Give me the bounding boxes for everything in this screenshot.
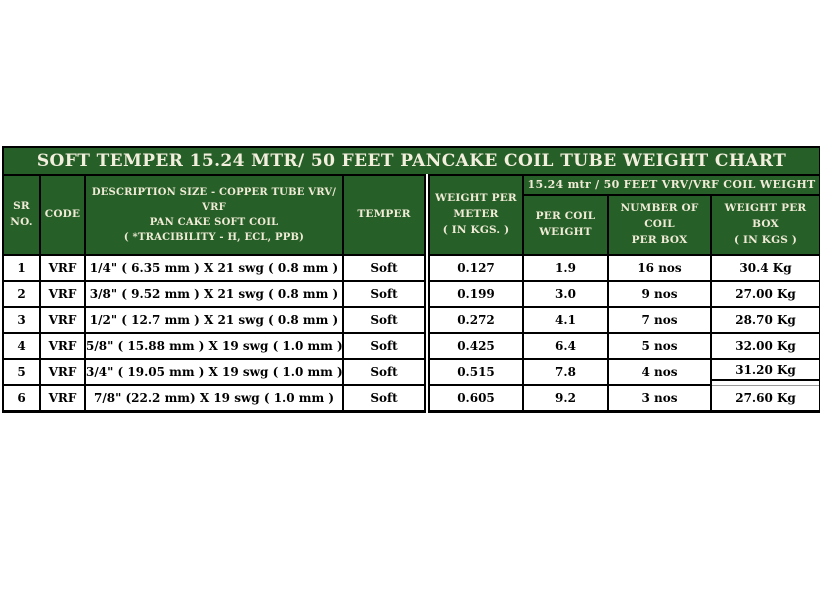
cell-sr-no: 6 — [2, 384, 41, 412]
cell-description: 3/4" ( 19.05 mm ) X 19 swg ( 1.0 mm ) — [84, 358, 344, 386]
header-cell-coil-weight-group: 15.24 mtr / 50 FEET VRV/VRF COIL WEIGHT — [521, 174, 820, 196]
table-row: 1 VRF 1/4" ( 6.35 mm ) X 21 swg ( 0.8 mm… — [2, 254, 820, 282]
page-title: SOFT TEMPER 15.24 MTR/ 50 FEET PANCAKE C… — [1, 146, 820, 176]
header-cell-code: CODE — [39, 174, 86, 256]
header-cell-per-coil-weight: PER COIL WEIGHT — [522, 194, 609, 256]
cell-sr-no: 4 — [2, 332, 41, 360]
cell-per-coil-weight: 4.1 — [522, 306, 609, 334]
cell-per-coil-weight: 7.8 — [522, 358, 609, 386]
cell-code: VRF — [39, 332, 86, 360]
cell-description: 7/8" (22.2 mm) X 19 swg ( 1.0 mm ) — [84, 384, 344, 412]
cell-weight-per-box: 30.4 Kg — [709, 254, 820, 282]
cell-temper: Soft — [342, 254, 428, 282]
header-row: PER COIL WEIGHT NUMBER OF COIL PER BOX W… — [3, 194, 820, 256]
cell-weight-per-meter: 0.272 — [424, 306, 524, 334]
cell-sr-no: 3 — [2, 306, 41, 334]
cell-weight-per-meter: 0.425 — [424, 332, 524, 360]
cell-per-coil-weight: 9.2 — [522, 384, 609, 412]
title-row: SOFT TEMPER 15.24 MTR/ 50 FEET PANCAKE C… — [1, 146, 820, 176]
cell-weight-per-meter: 0.605 — [424, 384, 524, 412]
cell-temper: Soft — [342, 384, 428, 412]
cell-code: VRF — [39, 384, 86, 412]
cell-temper: Soft — [342, 280, 428, 308]
cell-code: VRF — [39, 280, 86, 308]
cell-description: 5/8" ( 15.88 mm ) X 19 swg ( 1.0 mm ) — [84, 332, 344, 360]
cell-number-of-coil: 16 nos — [607, 254, 712, 282]
weight-chart-table: SOFT TEMPER 15.24 MTR/ 50 FEET PANCAKE C… — [1, 146, 820, 413]
cell-weight-per-meter: 0.199 — [424, 280, 524, 308]
header-cell-sr-no: SR NO. — [2, 174, 41, 256]
table-row: 5 VRF 3/4" ( 19.05 mm ) X 19 swg ( 1.0 m… — [2, 358, 820, 386]
cell-per-coil-weight: 1.9 — [522, 254, 609, 282]
cell-number-of-coil: 9 nos — [607, 280, 712, 308]
table-row: 3 VRF 1/2" ( 12.7 mm ) X 21 swg ( 0.8 mm… — [2, 306, 820, 334]
cell-number-of-coil: 5 nos — [607, 332, 712, 360]
cell-temper: Soft — [342, 358, 428, 386]
cell-sr-no: 1 — [2, 254, 41, 282]
header-cell-temper: TEMPER — [342, 174, 428, 256]
cell-weight-per-box: 31.20 Kg — [709, 358, 820, 386]
cell-temper: Soft — [342, 332, 428, 360]
cell-weight-per-box: 28.70 Kg — [709, 306, 820, 334]
cell-sr-no: 2 — [2, 280, 41, 308]
header-cell-number-of-coil-per-box: NUMBER OF COIL PER BOX — [607, 194, 712, 256]
cell-weight-per-box: 32.00 Kg — [709, 332, 820, 360]
cell-number-of-coil: 4 nos — [607, 358, 712, 386]
header-cell-weight-per-box: WEIGHT PER BOX ( IN KGS ) — [709, 194, 820, 256]
cell-description: 3/8" ( 9.52 mm ) X 21 swg ( 0.8 mm ) — [84, 280, 344, 308]
cell-weight-per-box: 27.00 Kg — [709, 280, 820, 308]
cell-number-of-coil: 7 nos — [607, 306, 712, 334]
cell-temper: Soft — [342, 306, 428, 334]
cell-per-coil-weight: 6.4 — [522, 332, 609, 360]
cell-description: 1/4" ( 6.35 mm ) X 21 swg ( 0.8 mm ) — [84, 254, 344, 282]
header-group-row: SR NO. CODE DESCRIPTION SIZE - COPPER TU… — [2, 174, 820, 256]
table-row: 4 VRF 5/8" ( 15.88 mm ) X 19 swg ( 1.0 m… — [2, 332, 820, 360]
cell-number-of-coil: 3 nos — [607, 384, 712, 412]
cell-code: VRF — [39, 306, 86, 334]
cell-weight-per-meter: 0.515 — [424, 358, 524, 386]
cell-weight-per-box: 27.60 Kg — [709, 384, 820, 412]
underlined-value: 31.20 Kg — [713, 361, 819, 381]
header-cell-weight-per-meter: WEIGHT PER METER ( IN KGS. ) — [424, 174, 524, 256]
table-row: 2 VRF 3/8" ( 9.52 mm ) X 21 swg ( 0.8 mm… — [2, 280, 820, 308]
cell-sr-no: 5 — [2, 358, 41, 386]
cell-per-coil-weight: 3.0 — [522, 280, 609, 308]
cell-code: VRF — [39, 254, 86, 282]
cell-weight-per-meter: 0.127 — [424, 254, 524, 282]
table-row: 6 VRF 7/8" (22.2 mm) X 19 swg ( 1.0 mm )… — [2, 384, 820, 412]
cell-description: 1/2" ( 12.7 mm ) X 21 swg ( 0.8 mm ) — [84, 306, 344, 334]
cell-code: VRF — [39, 358, 86, 386]
header-cell-description: DESCRIPTION SIZE - COPPER TUBE VRV/ VRF … — [84, 174, 344, 256]
